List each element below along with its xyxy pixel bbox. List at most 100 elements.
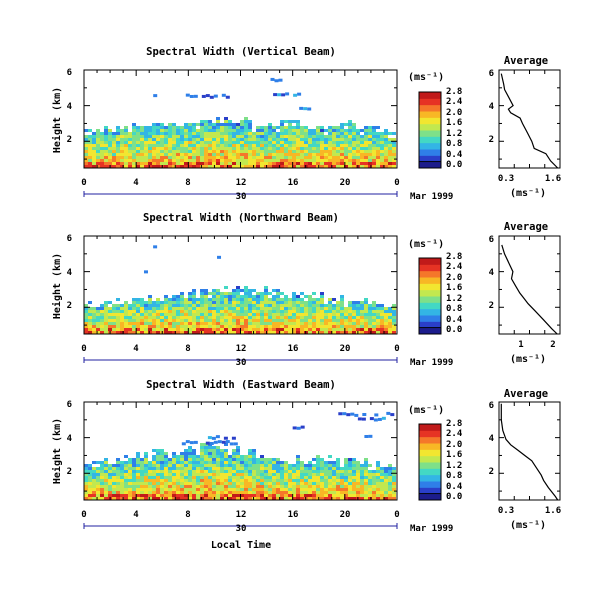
heatmap-cell — [368, 307, 372, 310]
heatmap-cell — [204, 461, 208, 464]
heatmap-cell — [160, 138, 164, 141]
heatmap-cell — [140, 129, 144, 132]
heatmap-cell — [196, 141, 200, 144]
heatmap-cell — [228, 292, 232, 295]
heatmap-cell — [300, 298, 304, 301]
heatmap-cell — [268, 313, 272, 316]
heatmap-cell — [92, 316, 96, 319]
heatmap-cell — [148, 147, 152, 150]
colorbar-swatch — [419, 117, 441, 125]
heatmap-cell — [88, 488, 92, 491]
heatmap-cell — [92, 485, 96, 488]
heatmap-cell — [108, 301, 112, 304]
heatmap-cell — [264, 325, 268, 328]
heatmap-cell — [156, 147, 160, 150]
heatmap-cell — [212, 325, 216, 328]
heatmap-cell — [256, 328, 260, 331]
heatmap-cell — [276, 307, 280, 310]
heatmap-cell — [288, 147, 292, 150]
heatmap-cell — [252, 449, 256, 452]
heatmap-cell — [392, 322, 396, 325]
heatmap-cell — [148, 316, 152, 319]
heatmap-cell — [312, 165, 316, 168]
heatmap-cell — [84, 307, 88, 310]
heatmap-cell — [388, 494, 392, 497]
heatmap-cell — [136, 488, 140, 491]
heatmap-cell — [296, 162, 300, 165]
heatmap-cell — [84, 485, 88, 488]
heatmap-cell — [304, 132, 308, 135]
heatmap-cell — [200, 135, 204, 138]
heatmap-cell — [308, 153, 312, 156]
heatmap-cell — [212, 156, 216, 159]
heatmap-cell — [248, 162, 252, 165]
heatmap-cell — [164, 467, 168, 470]
heatmap-cell — [116, 313, 120, 316]
heatmap-cell — [273, 93, 278, 97]
heatmap-cell — [180, 159, 184, 162]
avg-1-xlabel: (ms⁻¹) — [510, 188, 546, 199]
heatmap-cell — [128, 138, 132, 141]
heatmap-cell — [316, 165, 320, 168]
heatmap-cell — [172, 132, 176, 135]
heatmap-cell — [112, 132, 116, 135]
heatmap-cell — [224, 295, 228, 298]
cb2-tick: 2.0 — [446, 273, 462, 283]
heatmap-cell — [264, 485, 268, 488]
heatmap-cell — [132, 304, 136, 307]
heatmap-cell — [124, 476, 128, 479]
heatmap-cell — [380, 150, 384, 153]
heatmap-cell — [172, 482, 176, 485]
heatmap-cell — [196, 162, 200, 165]
heatmap-cell — [340, 476, 344, 479]
heatmap-cell — [380, 319, 384, 322]
heatmap-cell — [212, 485, 216, 488]
heatmap-cell — [384, 491, 388, 494]
heatmap-cell — [236, 159, 240, 162]
heatmap-cell — [296, 497, 300, 500]
heatmap-cell — [372, 147, 376, 150]
heatmap-cell — [388, 482, 392, 485]
heatmap-cell — [256, 295, 260, 298]
heatmap-cell — [192, 301, 196, 304]
heatmap-cell — [152, 135, 156, 138]
heatmap-cell — [88, 482, 92, 485]
heatmap-cell — [104, 482, 108, 485]
heatmap-cell — [368, 144, 372, 147]
heatmap-cell — [216, 147, 220, 150]
heatmap-cell — [264, 467, 268, 470]
heatmap-cell — [208, 467, 212, 470]
heatmap-cell — [260, 165, 264, 168]
heatmap-cell — [232, 153, 236, 156]
heatmap-cell — [388, 144, 392, 147]
heatmap-cell — [284, 488, 288, 491]
heatmap-cell — [84, 470, 88, 473]
heatmap-cell — [352, 129, 356, 132]
heatmap-cell — [256, 470, 260, 473]
heatmap-cell — [348, 491, 352, 494]
heatmap-cell — [272, 491, 276, 494]
heatmap-cell — [208, 144, 212, 147]
heatmap-cell — [280, 485, 284, 488]
heatmap-cell — [176, 141, 180, 144]
heatmap-cell — [244, 144, 248, 147]
heatmap-cell — [304, 464, 308, 467]
heatmap-cell — [124, 467, 128, 470]
heatmap-cell — [120, 488, 124, 491]
heatmap-cell — [284, 470, 288, 473]
heatmap-cell — [392, 147, 396, 150]
heatmap-cell — [264, 322, 268, 325]
heatmap-cell — [128, 497, 132, 500]
heatmap-cell — [388, 132, 392, 135]
heatmap-cell — [260, 298, 264, 301]
heatmap-cell — [108, 144, 112, 147]
heatmap-cell — [272, 310, 276, 313]
heatmap-cell — [176, 159, 180, 162]
heatmap-cell — [220, 449, 224, 452]
heatmap-cell — [212, 464, 216, 467]
heatmap-cell — [324, 325, 328, 328]
heatmap-cell — [276, 156, 280, 159]
heatmap-cell — [148, 310, 152, 313]
heatmap-cell — [108, 162, 112, 165]
heatmap-cell — [248, 147, 252, 150]
